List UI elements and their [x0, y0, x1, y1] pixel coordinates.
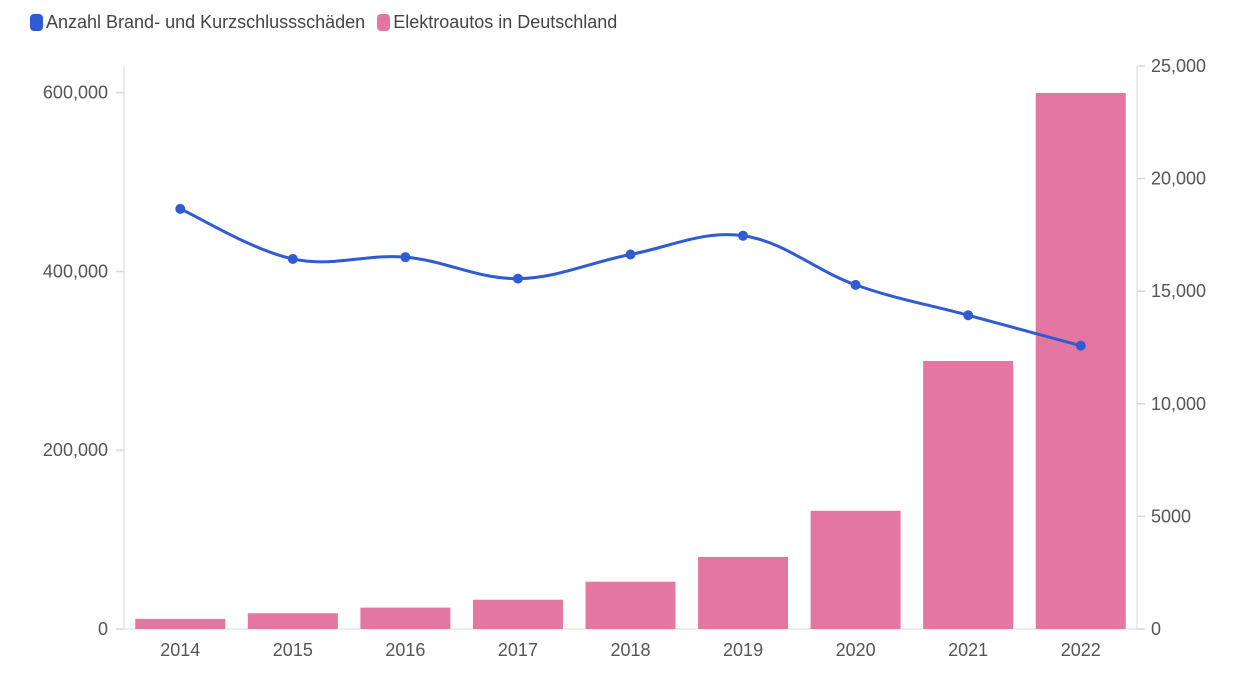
bar-2021[interactable] — [923, 361, 1014, 629]
x-tick-label: 2016 — [385, 640, 425, 660]
legend-item-line[interactable]: Anzahl Brand- und Kurzschlussschäden — [30, 12, 365, 33]
y-left-tick-label: 400,000 — [43, 261, 108, 281]
line-point-2019[interactable] — [738, 230, 749, 241]
x-tick-label: 2020 — [836, 640, 876, 660]
legend-item-bar[interactable]: Elektroautos in Deutschland — [377, 12, 617, 33]
y-left-tick-label: 0 — [98, 619, 108, 639]
bar-2014[interactable] — [135, 618, 226, 629]
x-tick-label: 2014 — [160, 640, 200, 660]
line-series-path — [179, 207, 1082, 348]
legend: Anzahl Brand- und Kurzschlussschäden Ele… — [30, 12, 629, 33]
line-point-2014[interactable] — [175, 203, 186, 214]
line-point-2022[interactable] — [1075, 340, 1086, 351]
line-point-2017[interactable] — [512, 273, 523, 284]
bar-2020[interactable] — [810, 510, 901, 629]
y-right-tick-label: 20,000 — [1151, 169, 1206, 189]
x-tick-label: 2021 — [948, 640, 988, 660]
x-tick-label: 2015 — [273, 640, 313, 660]
line-point-2018[interactable] — [625, 249, 636, 260]
y-right-tick-label: 0 — [1151, 619, 1161, 639]
y-right-tick-label: 25,000 — [1151, 56, 1206, 76]
bar-2015[interactable] — [247, 613, 338, 629]
line-point-2015[interactable] — [287, 253, 298, 264]
bar-2018[interactable] — [585, 581, 676, 629]
y-left-tick-label: 200,000 — [43, 440, 108, 460]
legend-swatch-bar — [377, 14, 391, 31]
legend-swatch-line — [30, 14, 43, 31]
x-tick-label: 2017 — [498, 640, 538, 660]
line-point-2016[interactable] — [400, 252, 411, 263]
x-tick-label: 2019 — [723, 640, 763, 660]
bar-2019[interactable] — [698, 556, 789, 629]
legend-label-line: Anzahl Brand- und Kurzschlussschäden — [46, 12, 366, 32]
bar-2016[interactable] — [360, 607, 451, 629]
bar-2017[interactable] — [472, 599, 563, 629]
y-right-tick-label: 15,000 — [1151, 281, 1206, 301]
x-tick-label: 2022 — [1061, 640, 1101, 660]
y-right-tick-label: 5000 — [1151, 506, 1191, 526]
x-tick-label: 2018 — [610, 640, 650, 660]
legend-label-bar: Elektroautos in Deutschland — [393, 12, 618, 32]
y-left-tick-label: 600,000 — [43, 83, 108, 103]
line-point-2020[interactable] — [850, 279, 861, 290]
y-right-tick-label: 10,000 — [1151, 394, 1206, 414]
line-point-2021[interactable] — [963, 310, 974, 321]
bar-2022[interactable] — [1035, 93, 1126, 630]
